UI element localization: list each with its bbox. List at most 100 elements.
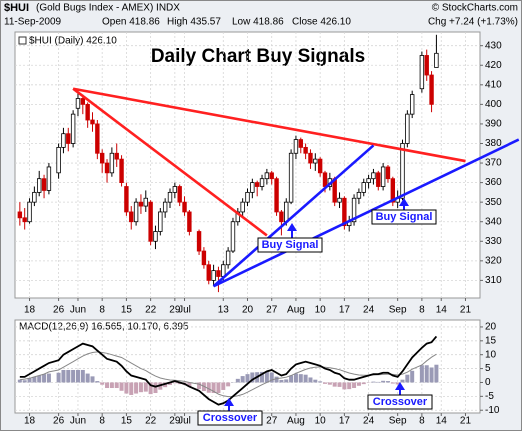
y-tick-label: -10: [485, 405, 500, 416]
candle-body: [41, 178, 47, 191]
y-tick-label: 310: [485, 275, 502, 286]
note: Buy Signal: [376, 211, 433, 223]
candle-body: [424, 55, 429, 76]
histogram-bar: [143, 382, 148, 392]
candle-body: [298, 139, 303, 148]
candle-body: [138, 201, 144, 207]
x-tick-label: 22: [145, 416, 157, 427]
candle-body: [400, 143, 405, 199]
note-box: [257, 237, 323, 253]
x-tick-label: 24: [363, 416, 375, 427]
histogram-bar: [260, 371, 265, 383]
x-tick-label: 13: [218, 305, 230, 316]
histogram-bar: [429, 367, 434, 383]
x-tick-label: 18: [24, 416, 36, 427]
histogram-bar: [381, 380, 386, 383]
histogram-bar: [134, 382, 139, 394]
histogram-bar: [187, 382, 192, 387]
candle-body: [95, 123, 100, 154]
histogram-bar: [371, 381, 376, 383]
x-tick-label: 10: [315, 305, 327, 316]
histogram-bar: [221, 382, 226, 390]
histogram-bar: [274, 376, 279, 383]
x-tick-label: Sep: [389, 305, 407, 316]
histogram-bar: [37, 375, 42, 383]
histogram-bar: [347, 382, 352, 390]
open: Open 418.86: [102, 17, 160, 28]
candle-body: [182, 201, 187, 213]
chart-title: Daily Chart Buy Signals: [151, 46, 365, 67]
candle-body: [90, 119, 95, 125]
candle-body: [390, 178, 396, 203]
x-tick-label: 15: [121, 416, 133, 427]
candle-body: [337, 197, 342, 203]
y-tick-label: 430: [485, 40, 502, 51]
histogram-bar: [235, 378, 240, 383]
source: © StockCharts.com: [432, 3, 518, 14]
histogram-bar: [42, 374, 47, 383]
histogram-bar: [405, 374, 410, 383]
histogram-bar: [289, 375, 294, 383]
close: Close 426.10: [292, 17, 351, 28]
candle-body: [225, 250, 231, 266]
histogram-bar: [75, 369, 80, 383]
histogram-bar: [361, 382, 366, 385]
candle-body: [129, 211, 134, 223]
candle-body: [196, 231, 202, 252]
candle-body: [143, 197, 148, 207]
trend-line: [213, 138, 520, 288]
arrow-head: [287, 223, 297, 231]
histogram-bar: [129, 382, 134, 395]
candle-body: [158, 211, 163, 232]
note-box: [367, 394, 433, 410]
candle-body: [211, 270, 216, 281]
x-tick-label: 27: [266, 305, 278, 316]
candle-body: [114, 152, 119, 160]
note-box: [371, 209, 437, 225]
y-tick-label: 5: [485, 363, 491, 374]
candle-body: [187, 211, 192, 232]
histogram-bar: [148, 382, 153, 395]
signal-line: [19, 351, 437, 398]
histogram-bar: [17, 379, 22, 383]
histogram-bar: [313, 379, 318, 383]
trend-line: [72, 87, 268, 237]
candle-body: [409, 94, 415, 115]
candle-body: [405, 113, 410, 144]
histogram-bar: [119, 382, 124, 391]
histogram-bar: [85, 373, 90, 383]
histogram-bar: [303, 374, 308, 383]
histogram-bar: [332, 382, 337, 387]
y-tick-label: 370: [485, 158, 502, 169]
x-tick-label: 27: [266, 416, 278, 427]
candle-body: [70, 113, 76, 144]
candle-body: [429, 74, 434, 105]
y-tick-label: 360: [485, 177, 502, 188]
histogram-bar: [293, 373, 298, 383]
candle-body: [254, 182, 260, 187]
note: Crossover: [373, 396, 428, 408]
histogram-bar: [22, 380, 27, 383]
histogram-bar: [434, 364, 439, 383]
histogram-bar: [264, 371, 269, 383]
histogram-bar: [318, 381, 323, 383]
histogram-bar: [114, 382, 119, 389]
x-tick-label: 29: [169, 305, 181, 316]
histogram-bar: [400, 379, 405, 383]
histogram-bar: [71, 369, 76, 383]
x-tick-label: 8: [99, 305, 105, 316]
legend-icon: [18, 36, 27, 45]
marks: 310 320 330 340 350 360 370 380 390 400 410 420 430 1…: [15, 32, 520, 427]
candle-body: [56, 146, 61, 174]
x-tick-label: 14: [436, 416, 448, 427]
x-tick-label: Aug: [287, 305, 305, 316]
y-tick-label: 410: [485, 79, 502, 90]
arrow-head: [224, 398, 234, 406]
candle-body: [216, 270, 221, 277]
macd-line: [19, 335, 438, 406]
y-tick-label: 400: [485, 99, 502, 110]
x-tick-label: 8: [419, 416, 425, 427]
histogram-bar: [153, 382, 158, 394]
histogram-bar: [352, 382, 357, 389]
